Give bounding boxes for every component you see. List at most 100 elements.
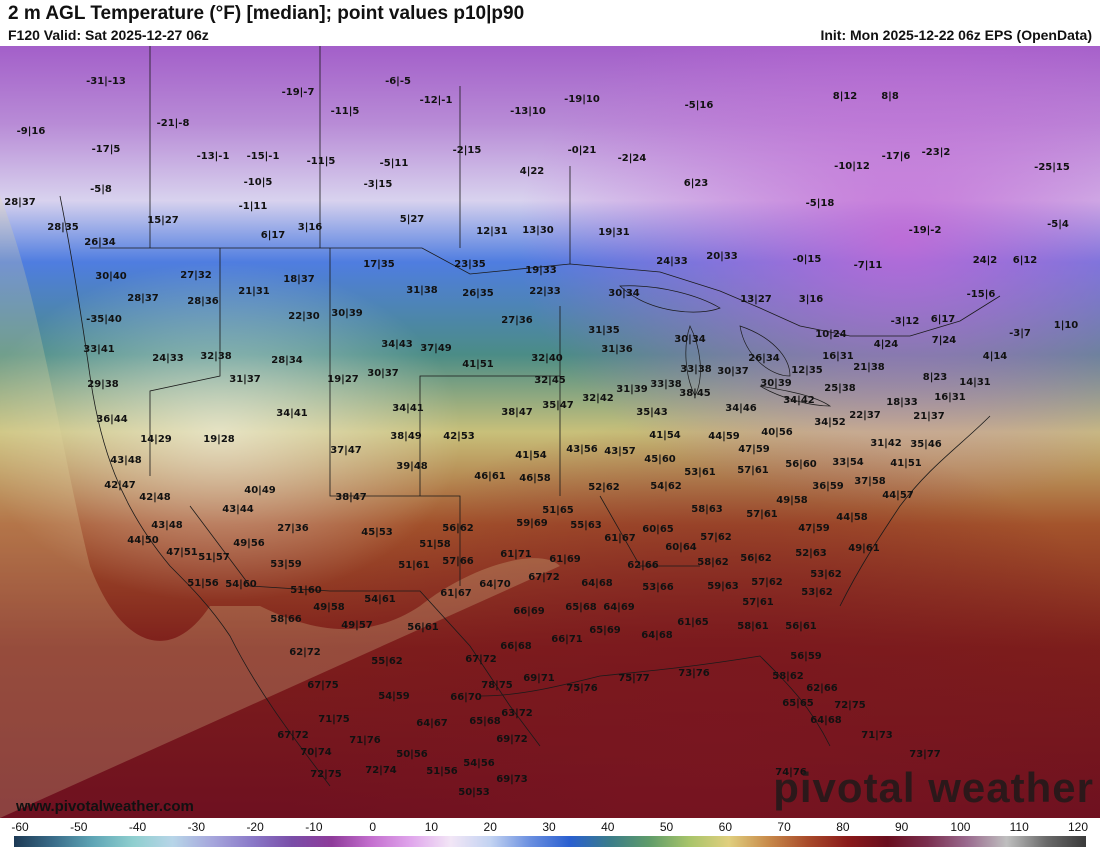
point-value-label: 30|37 [717,366,749,377]
point-value-label: 56|60 [785,459,817,470]
point-value-label: 13|27 [740,294,772,305]
point-value-label: -2|24 [617,153,647,164]
point-value-label: 23|35 [454,259,486,270]
point-value-label: 53|62 [810,569,842,580]
point-value-label: -23|2 [921,147,951,158]
point-value-label: -6|-5 [385,76,411,87]
point-value-label: 27|32 [180,270,212,281]
colorbar-tick-label: 120 [1067,820,1089,834]
temperature-map: -31|-13 -19|-7 -6|-5 -12|-1 -11|5 -13|10 -19|1… [0,46,1100,818]
point-value-label: 38|47 [335,492,367,503]
point-value-label: 55|62 [371,656,403,667]
point-value-label: 51|65 [542,505,574,516]
point-value-label: 62|66 [806,683,838,694]
point-value-label: 24|33 [152,353,184,364]
point-value-label: 27|36 [277,523,309,534]
point-value-label: 64|67 [416,718,448,729]
point-value-label: 56|62 [442,523,474,534]
point-value-label: 42|48 [139,492,171,503]
colorbar: -60 -50 -40 -30 -20 -10 0 10 20 30 40 50 60 70 80 90 100… [0,818,1100,850]
point-value-label: 65|68 [469,716,501,727]
map-canvas [0,46,1100,818]
point-value-label: 56|61 [407,622,439,633]
point-value-label: 4|24 [873,339,899,350]
point-value-label: 6|17 [260,230,286,241]
point-value-label: 18|37 [283,274,315,285]
point-value-label: 72|75 [834,700,866,711]
point-value-label: 69|73 [496,774,528,785]
point-value-label: 50|53 [458,787,490,798]
point-value-label: 62|66 [627,560,659,571]
point-value-label: 70|74 [300,747,332,758]
point-value-label: 51|56 [187,578,219,589]
point-value-label: 62|72 [289,647,321,658]
point-value-label: 57|61 [742,597,774,608]
point-value-label: 14|31 [959,377,991,388]
point-value-label: 56|59 [790,651,822,662]
point-value-label: -10|12 [834,161,870,172]
point-value-label: 73|76 [678,668,710,679]
point-value-label: 54|60 [225,579,257,590]
province-borders [149,46,571,264]
point-value-label: 64|69 [603,602,635,613]
point-value-label: 30|37 [367,368,399,379]
point-value-label: 47|51 [166,547,198,558]
point-value-label: 61|69 [549,554,581,565]
point-value-label: -17|6 [881,151,911,162]
point-value-label: 16|31 [822,351,854,362]
pivotal-weather-logo: pivotal weather [773,764,1094,811]
point-value-label: 61|65 [677,617,709,628]
point-value-label: 10|24 [815,329,847,340]
point-value-label: 19|31 [598,227,630,238]
point-value-label: 57|61 [737,465,769,476]
point-value-label: 64|70 [479,579,511,590]
great-lakes [619,285,832,407]
point-value-label: 60|65 [642,524,674,535]
header: 2 m AGL Temperature (°F) [median]; point… [0,0,1100,46]
lake-michigan [685,325,701,397]
point-value-label: -21|-8 [156,118,190,129]
point-value-label: 4|14 [982,351,1008,362]
point-value-label: 43|57 [604,446,636,457]
point-value-label: 71|76 [349,735,381,746]
colorbar-tick-label: 10 [424,820,439,834]
point-value-label: 49|58 [313,602,345,613]
point-value-label: 51|57 [198,552,230,563]
point-value-label: 7|24 [931,335,957,346]
point-value-label: -9|16 [16,126,46,137]
point-value-label: 28|36 [187,296,219,307]
point-value-label: 59|63 [707,581,739,592]
pacific-coast [59,195,331,787]
point-value-label: 31|38 [406,285,438,296]
point-value-label: 52|62 [588,482,620,493]
point-value-label: 53|66 [642,582,674,593]
point-value-label: 46|58 [519,473,551,484]
point-value-label: 49|56 [233,538,265,549]
point-value-label: 71|75 [318,714,350,725]
point-value-label: -19|-2 [908,225,942,236]
point-value-label: 35|46 [910,439,942,450]
point-value-label: 52|63 [795,548,827,559]
valid-time: F120 Valid: Sat 2025-12-27 06z [8,27,209,43]
point-value-label: 26|34 [748,353,780,364]
point-value-label: 17|35 [363,259,395,270]
colorbar-tick-label: 100 [950,820,971,834]
point-value-label: -25|15 [1034,162,1070,173]
state-borders [149,248,700,586]
point-value-label: 60|64 [665,542,697,553]
point-value-label: 51|60 [290,585,322,596]
point-value-label: 37|47 [330,445,362,456]
point-value-label: 38|45 [679,388,711,399]
point-value-label: 15|27 [147,215,179,226]
point-value-label: 58|63 [691,504,723,515]
point-value-label: 27|36 [501,315,533,326]
point-value-label: 4|22 [519,166,545,177]
point-value-label: 43|56 [566,444,598,455]
lake-superior [619,285,721,313]
point-value-label: 41|54 [515,450,547,461]
point-value-label: 75|77 [618,673,650,684]
point-value-label: 66|71 [551,634,583,645]
point-value-label: 8|12 [832,91,858,102]
point-value-label: 19|27 [327,374,359,385]
point-value-label: 53|61 [684,467,716,478]
